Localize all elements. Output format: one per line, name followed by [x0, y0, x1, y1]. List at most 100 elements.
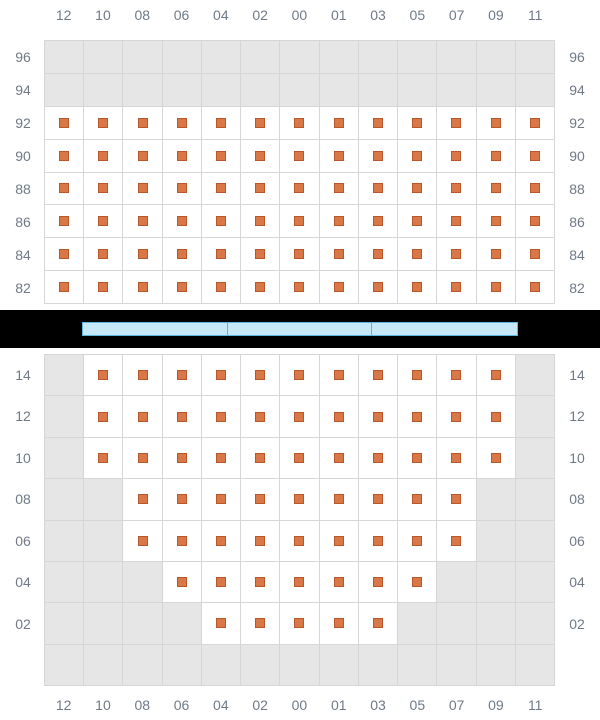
seat-cell[interactable]	[320, 205, 358, 237]
seat-cell[interactable]	[163, 271, 201, 303]
seat-cell[interactable]	[202, 479, 240, 519]
seat-cell[interactable]	[123, 438, 161, 478]
seat-cell[interactable]	[398, 205, 436, 237]
seat-cell[interactable]	[437, 355, 475, 395]
seat-cell[interactable]	[163, 438, 201, 478]
seat-cell[interactable]	[84, 173, 122, 205]
seat-cell[interactable]	[202, 205, 240, 237]
seat-cell[interactable]	[163, 521, 201, 561]
seat-cell[interactable]	[437, 205, 475, 237]
seat-cell[interactable]	[241, 107, 279, 139]
seat-cell[interactable]	[84, 238, 122, 270]
seat-cell[interactable]	[280, 479, 318, 519]
seat-cell[interactable]	[280, 205, 318, 237]
seat-cell[interactable]	[359, 205, 397, 237]
seat-cell[interactable]	[320, 140, 358, 172]
seat-cell[interactable]	[241, 355, 279, 395]
seat-cell[interactable]	[320, 355, 358, 395]
seat-cell[interactable]	[516, 205, 554, 237]
seat-cell[interactable]	[437, 438, 475, 478]
seat-cell[interactable]	[84, 355, 122, 395]
seat-cell[interactable]	[280, 438, 318, 478]
seat-cell[interactable]	[437, 238, 475, 270]
seat-cell[interactable]	[437, 396, 475, 436]
seat-cell[interactable]	[280, 140, 318, 172]
seat-cell[interactable]	[280, 238, 318, 270]
seat-cell[interactable]	[163, 479, 201, 519]
seat-cell[interactable]	[202, 355, 240, 395]
seat-cell[interactable]	[398, 238, 436, 270]
seat-cell[interactable]	[280, 173, 318, 205]
seat-cell[interactable]	[123, 271, 161, 303]
seat-cell[interactable]	[398, 355, 436, 395]
seat-cell[interactable]	[202, 603, 240, 643]
seat-cell[interactable]	[202, 140, 240, 172]
seat-cell[interactable]	[320, 396, 358, 436]
seat-cell[interactable]	[280, 107, 318, 139]
seat-cell[interactable]	[45, 107, 83, 139]
seat-cell[interactable]	[398, 479, 436, 519]
seat-cell[interactable]	[437, 521, 475, 561]
seat-cell[interactable]	[359, 140, 397, 172]
seat-cell[interactable]	[241, 396, 279, 436]
seat-cell[interactable]	[359, 521, 397, 561]
seat-cell[interactable]	[320, 603, 358, 643]
seat-cell[interactable]	[359, 271, 397, 303]
seat-cell[interactable]	[398, 140, 436, 172]
seat-cell[interactable]	[241, 173, 279, 205]
seat-cell[interactable]	[84, 438, 122, 478]
seat-cell[interactable]	[45, 271, 83, 303]
seat-cell[interactable]	[84, 205, 122, 237]
seat-cell[interactable]	[398, 396, 436, 436]
seat-cell[interactable]	[45, 173, 83, 205]
seat-cell[interactable]	[477, 205, 515, 237]
seat-cell[interactable]	[241, 438, 279, 478]
seat-cell[interactable]	[477, 271, 515, 303]
seat-cell[interactable]	[241, 479, 279, 519]
seat-cell[interactable]	[359, 562, 397, 602]
seat-cell[interactable]	[84, 396, 122, 436]
seat-cell[interactable]	[516, 238, 554, 270]
seat-cell[interactable]	[516, 140, 554, 172]
seat-cell[interactable]	[202, 238, 240, 270]
seat-cell[interactable]	[123, 140, 161, 172]
seat-cell[interactable]	[123, 173, 161, 205]
seat-cell[interactable]	[163, 173, 201, 205]
seat-cell[interactable]	[280, 603, 318, 643]
seat-cell[interactable]	[163, 238, 201, 270]
seat-cell[interactable]	[280, 271, 318, 303]
seat-cell[interactable]	[241, 562, 279, 602]
seat-cell[interactable]	[477, 438, 515, 478]
seat-cell[interactable]	[45, 140, 83, 172]
seat-cell[interactable]	[320, 238, 358, 270]
seat-cell[interactable]	[516, 107, 554, 139]
seat-cell[interactable]	[320, 271, 358, 303]
seat-cell[interactable]	[241, 238, 279, 270]
seat-cell[interactable]	[202, 396, 240, 436]
seat-cell[interactable]	[516, 173, 554, 205]
seat-cell[interactable]	[477, 396, 515, 436]
seat-cell[interactable]	[202, 271, 240, 303]
seat-cell[interactable]	[163, 562, 201, 602]
seat-cell[interactable]	[477, 173, 515, 205]
seat-cell[interactable]	[163, 355, 201, 395]
seat-cell[interactable]	[437, 140, 475, 172]
seat-cell[interactable]	[320, 173, 358, 205]
seat-cell[interactable]	[163, 140, 201, 172]
seat-cell[interactable]	[163, 396, 201, 436]
seat-cell[interactable]	[280, 396, 318, 436]
seat-cell[interactable]	[437, 173, 475, 205]
seat-cell[interactable]	[398, 438, 436, 478]
seat-cell[interactable]	[123, 238, 161, 270]
seat-cell[interactable]	[45, 205, 83, 237]
seat-cell[interactable]	[280, 521, 318, 561]
seat-cell[interactable]	[398, 107, 436, 139]
seat-cell[interactable]	[398, 521, 436, 561]
seat-cell[interactable]	[241, 271, 279, 303]
seat-cell[interactable]	[398, 562, 436, 602]
seat-cell[interactable]	[123, 205, 161, 237]
seat-cell[interactable]	[202, 173, 240, 205]
seat-cell[interactable]	[163, 107, 201, 139]
seat-cell[interactable]	[398, 271, 436, 303]
seat-cell[interactable]	[477, 238, 515, 270]
